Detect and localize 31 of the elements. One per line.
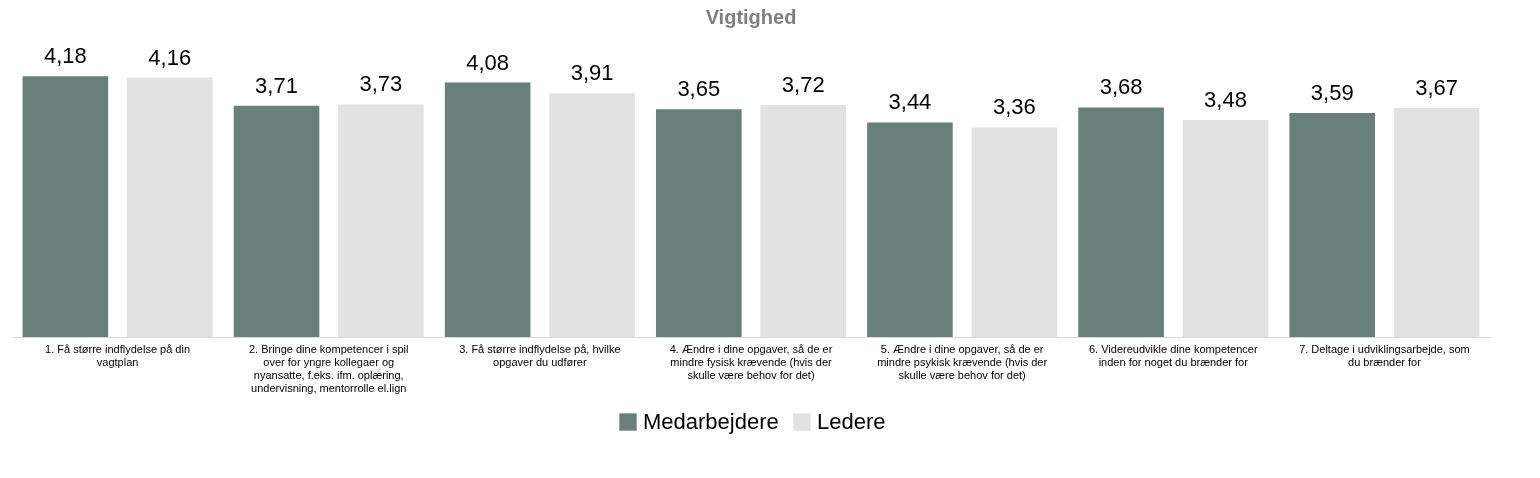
legend-label: Ledere	[817, 409, 886, 434]
x-tick-label: 5. Ændre i dine opgaver, så de er mindre psykisk krævende (hvis der skulle være behov for det)	[877, 342, 1048, 381]
x-tick-label: 3. Få større indflydelse på, hvilke opgaver du udfører	[459, 342, 621, 368]
data-label: 4,16	[148, 44, 192, 70]
data-label: 3,72	[781, 72, 825, 97]
data-label: 3,73	[359, 71, 403, 97]
bar	[655, 109, 742, 337]
x-tick-label: 1. Få større indflydelse på din vagtplan	[45, 342, 191, 368]
x-tick-label: 4. Ændre i dine opgaver, så de er mindre fysisk krævende (hvis der skulle være behov for det)	[669, 342, 833, 381]
bar	[1289, 113, 1376, 337]
data-label: 3,48	[1204, 86, 1247, 112]
x-tick-label: 6. Videreudvikle dine kompetencer inden for noget du brænder for	[1089, 342, 1258, 368]
data-label: 4,08	[466, 49, 510, 75]
bar	[1078, 107, 1164, 337]
data-label: 3,67	[1415, 75, 1459, 101]
bar	[233, 105, 320, 337]
legend-label: Medarbejdere	[643, 409, 779, 434]
data-label: 3,68	[1099, 74, 1143, 100]
bar	[867, 122, 953, 337]
data-label: 3,44	[888, 89, 932, 115]
data-label: 3,65	[677, 76, 721, 102]
data-label: 3,36	[992, 94, 1036, 120]
data-label: 3,71	[255, 72, 298, 98]
data-label: 3,59	[1310, 80, 1354, 106]
chart-title: Vigtighed	[705, 6, 797, 28]
bar	[444, 82, 531, 337]
data-label: 4,18	[43, 43, 87, 69]
data-label: 3,91	[570, 60, 614, 86]
x-tick-label: 2. Bringe dine kompetencer i spil over for yngre kollegaer og nyansatte, f.eks. ifm. oplæring, undervisning, mentorrolle el.lign	[248, 342, 409, 394]
bar	[22, 76, 109, 337]
x-tick-label: 7. Deltage i udviklingsarbejde, som du brænder for	[1299, 342, 1470, 368]
